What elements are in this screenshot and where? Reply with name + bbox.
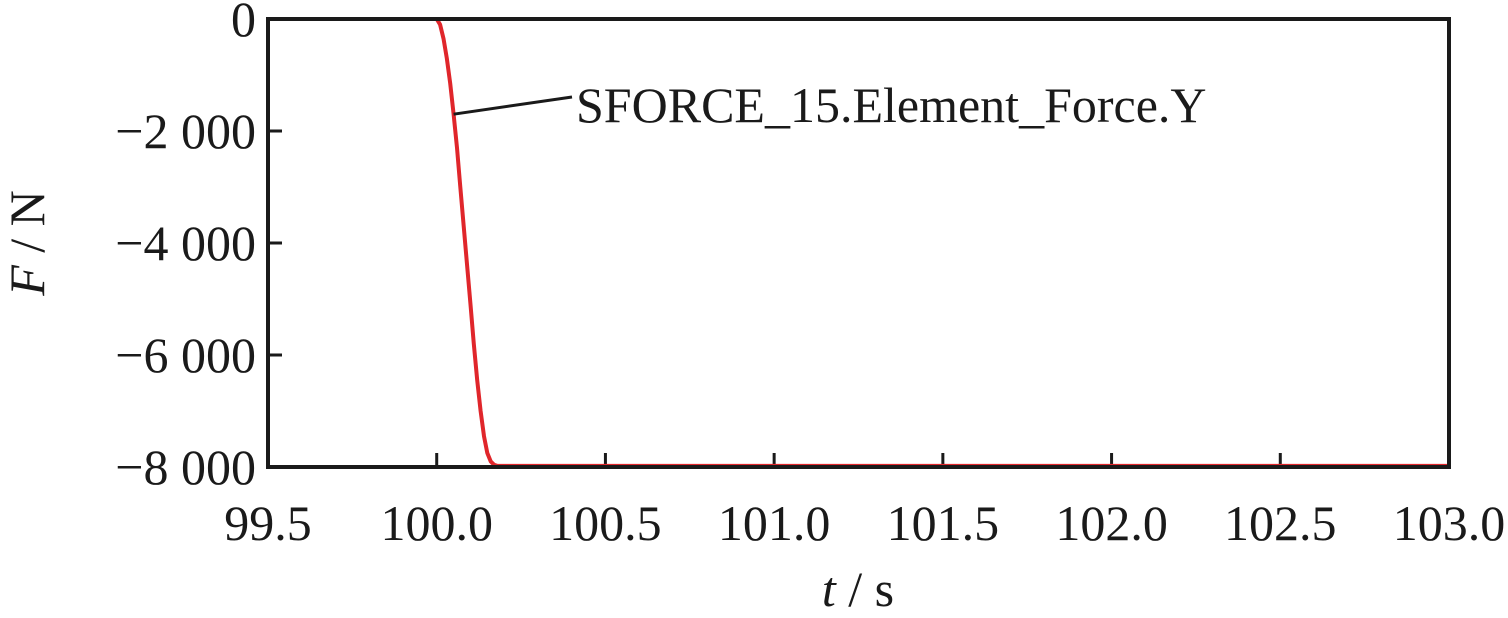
x-tick-label: 103.0 bbox=[1393, 495, 1506, 551]
x-tick-label: 102.5 bbox=[1224, 495, 1337, 551]
tick-labels: 99.5 100.0 100.5 101.0 101.5 102.0 102.5 103.0 0… bbox=[115, 0, 1505, 551]
x-axis-label: t / s bbox=[822, 561, 894, 613]
annotation-label: SFORCE_15.Element_Force.Y bbox=[576, 77, 1207, 133]
y-tick-label: −4 000 bbox=[115, 215, 256, 271]
series-line bbox=[266, 17, 1451, 468]
x-tick-label: 102.0 bbox=[1055, 495, 1168, 551]
x-tick-label: 99.5 bbox=[224, 495, 312, 551]
series-layer bbox=[266, 17, 1451, 468]
x-tick-label: 100.5 bbox=[549, 495, 662, 551]
y-tick-label: −2 000 bbox=[115, 103, 256, 159]
y-axis-unit: N bbox=[0, 190, 55, 226]
y-tick-label: 0 bbox=[231, 0, 256, 47]
y-axis-var: F bbox=[0, 265, 55, 297]
x-tick-label: 100.0 bbox=[380, 495, 493, 551]
x-axis-sep: / bbox=[836, 561, 875, 613]
y-tick-label: −6 000 bbox=[115, 327, 256, 383]
x-tick-label: 101.0 bbox=[718, 495, 831, 551]
y-axis-sep: / bbox=[0, 226, 55, 265]
x-axis-var: t bbox=[822, 561, 837, 613]
y-tick-label: −8 000 bbox=[115, 439, 256, 495]
x-tick-label: 101.5 bbox=[887, 495, 1000, 551]
annotation-leader bbox=[453, 95, 573, 116]
annotation-layer: SFORCE_15.Element_Force.Y bbox=[453, 77, 1207, 133]
y-axis-label: F / N bbox=[0, 190, 55, 297]
x-axis-unit: s bbox=[875, 561, 894, 613]
plot-frame bbox=[266, 17, 1451, 469]
